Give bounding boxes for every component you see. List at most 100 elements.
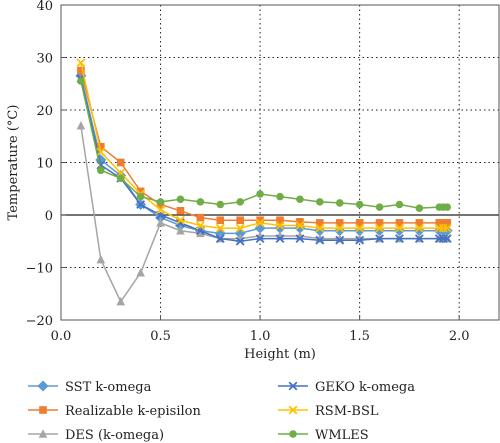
- legend-item: WMLES: [278, 428, 369, 443]
- x-tick-label: 1.0: [250, 329, 271, 344]
- data-point: [256, 216, 264, 225]
- data-point: [315, 223, 325, 233]
- data-point: [116, 174, 125, 183]
- data-point: [176, 215, 185, 225]
- series-1: [77, 66, 452, 227]
- series-line: [80, 78, 448, 243]
- data-point: [196, 228, 205, 238]
- y-tick-label: 30: [36, 52, 53, 67]
- data-point: [77, 66, 85, 75]
- series-4: [76, 58, 452, 233]
- data-point: [443, 219, 452, 227]
- legend-marker: [38, 429, 48, 438]
- data-point: [375, 203, 384, 211]
- data-point: [255, 234, 265, 244]
- data-point: [335, 219, 344, 227]
- data-point: [156, 218, 165, 227]
- y-axis-title: Temperature (°C): [6, 105, 21, 221]
- data-point: [156, 205, 165, 215]
- y-tick-label: −20: [26, 314, 53, 329]
- legend-item: RSM-BSL: [278, 404, 379, 419]
- x-axis-title: Height (m): [244, 347, 316, 362]
- data-point: [295, 234, 305, 244]
- legend: SST k-omega Realizable k-episilon DES (k-o…: [28, 380, 415, 443]
- data-point: [236, 198, 244, 206]
- legend-label: GEKO k-omega: [315, 380, 415, 395]
- data-point: [355, 219, 364, 227]
- data-point: [136, 192, 145, 201]
- data-point: [136, 200, 146, 209]
- data-point: [215, 223, 225, 233]
- data-point: [335, 199, 344, 207]
- data-point: [216, 200, 225, 209]
- data-point: [395, 200, 404, 209]
- data-point: [443, 203, 452, 211]
- data-point: [415, 204, 424, 212]
- data-point: [275, 234, 285, 244]
- data-point: [395, 234, 404, 244]
- x-tick-label: 1.5: [349, 329, 370, 344]
- data-point: [276, 216, 284, 225]
- data-point: [414, 234, 424, 244]
- data-point: [415, 219, 424, 227]
- legend-item: Realizable k-episilon: [28, 404, 201, 419]
- series-2: [76, 120, 452, 306]
- data-point: [395, 223, 404, 233]
- data-point: [116, 296, 126, 306]
- legend-label: RSM-BSL: [315, 404, 379, 419]
- data-point: [296, 195, 304, 204]
- data-point: [215, 234, 225, 244]
- data-point: [96, 254, 106, 264]
- legend-item: DES (k-omega): [28, 428, 164, 443]
- data-point: [439, 219, 448, 227]
- legend-marker: [288, 381, 298, 391]
- data-point: [96, 147, 106, 157]
- data-point: [355, 235, 365, 245]
- data-point: [275, 221, 285, 230]
- data-point: [97, 142, 105, 151]
- data-point: [176, 207, 185, 215]
- data-point: [176, 225, 185, 235]
- data-point: [196, 213, 205, 222]
- data-point: [97, 166, 105, 175]
- y-tick-label: 40: [36, 0, 53, 14]
- y-tick-label: −10: [26, 262, 53, 277]
- data-point: [375, 234, 384, 244]
- data-point: [235, 236, 245, 246]
- series-0: [75, 70, 453, 239]
- data-point: [442, 223, 452, 233]
- data-point: [195, 221, 205, 230]
- x-tick-label: 0.0: [51, 329, 72, 344]
- data-point: [355, 223, 365, 233]
- legend-item: GEKO k-omega: [278, 380, 415, 395]
- data-point: [316, 219, 324, 227]
- data-point: [414, 223, 424, 233]
- grid: [61, 5, 499, 320]
- legend-label: DES (k-omega): [65, 428, 164, 443]
- series-line: [80, 62, 448, 229]
- legend-label: WMLES: [315, 428, 369, 443]
- x-tick-label: 2.0: [449, 329, 470, 344]
- legend-marker: [37, 380, 49, 392]
- data-point: [276, 192, 284, 201]
- x-tick-label: 0.5: [150, 329, 171, 344]
- y-tick-label: 0: [45, 209, 53, 224]
- legend-label: SST k-omega: [65, 380, 152, 395]
- data-point: [335, 235, 345, 245]
- data-point: [316, 198, 324, 206]
- data-point: [255, 218, 265, 228]
- series-lines: [75, 58, 453, 306]
- plot-frame: [60, 4, 500, 321]
- y-tick-label: 10: [36, 157, 53, 172]
- series-line: [80, 125, 448, 304]
- data-point: [375, 219, 384, 227]
- data-point: [76, 120, 86, 130]
- data-point: [442, 234, 452, 244]
- data-point: [435, 219, 444, 227]
- data-point: [116, 158, 125, 167]
- series-line: [80, 70, 448, 224]
- data-point: [156, 198, 165, 206]
- data-point: [375, 223, 384, 233]
- axis-ticks: 0.0 0.5 1.0 1.5 2.0 −20 −10 0 10 20 30 40: [26, 0, 470, 344]
